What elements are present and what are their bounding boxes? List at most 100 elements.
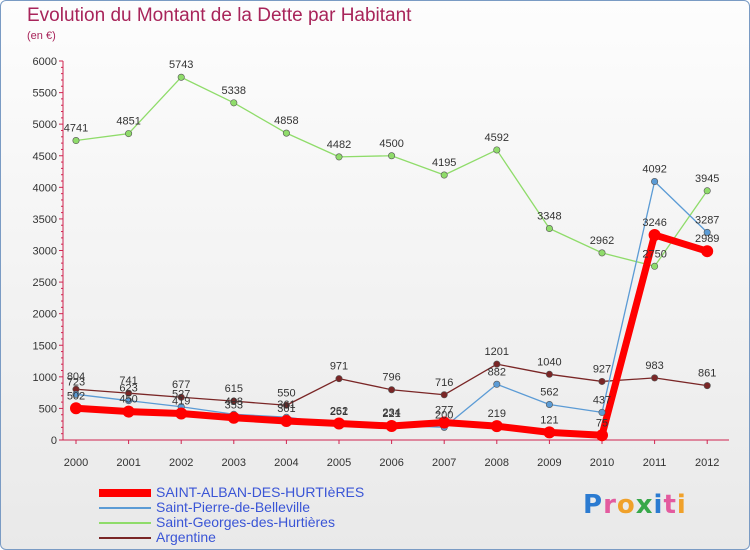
legend-swatch-saint-alban: [99, 489, 151, 497]
x-tick-label: 2008: [485, 457, 509, 469]
data-point-saint-alban: [701, 245, 714, 258]
data-label-saint-pierre: 361: [277, 399, 295, 411]
chart-title: Evolution du Montant de la Dette par Hab…: [27, 5, 412, 26]
data-point-saint-alban: [122, 405, 135, 418]
data-point-saint-georges: [493, 146, 501, 154]
data-point-saint-pierre: [125, 397, 133, 405]
data-label-saint-alban: 353: [225, 400, 243, 412]
data-label-saint-pierre: 527: [172, 389, 190, 401]
data-point-saint-georges: [72, 137, 80, 145]
data-label-saint-pierre: 437: [593, 394, 611, 406]
data-label-saint-pierre: 200: [435, 409, 453, 421]
data-label-saint-georges: 5338: [222, 85, 246, 97]
data-label-saint-pierre: 723: [67, 376, 85, 388]
x-tick-label: 2002: [169, 457, 193, 469]
data-label-saint-georges: 3348: [537, 211, 561, 223]
x-tick-label: 2007: [432, 457, 456, 469]
data-label-saint-pierre: 4092: [642, 164, 666, 176]
data-label-saint-alban: 450: [119, 394, 137, 406]
data-label-saint-alban: 502: [67, 390, 85, 402]
data-point-argentine: [651, 374, 659, 382]
legend-item-saint-alban: SAINT-ALBAN-DES-HURTIèRES: [99, 484, 399, 500]
y-tick-label: 0: [51, 435, 57, 447]
data-point-saint-georges: [125, 130, 133, 138]
x-tick-label: 2001: [116, 457, 140, 469]
legend-label-saint-alban: SAINT-ALBAN-DES-HURTIèRES: [156, 484, 365, 500]
data-label-argentine: 804: [67, 371, 85, 383]
data-point-saint-pierre: [493, 380, 501, 388]
data-point-argentine: [388, 386, 396, 394]
data-point-argentine: [177, 393, 185, 401]
data-point-saint-alban: [385, 420, 398, 433]
data-point-saint-alban: [648, 228, 661, 241]
data-label-argentine: 741: [119, 375, 137, 387]
data-label-saint-alban: 277: [435, 405, 453, 417]
legend-item-argentine: Argentine: [99, 529, 399, 545]
data-label-saint-pierre: 408: [225, 396, 243, 408]
data-point-saint-alban: [333, 417, 345, 430]
data-label-saint-georges: 3945: [695, 173, 719, 185]
data-point-saint-georges: [177, 73, 185, 81]
data-label-saint-pierre: 562: [540, 387, 558, 399]
data-label-saint-georges: 4592: [485, 132, 509, 144]
x-tick-label: 2010: [590, 457, 614, 469]
x-tick-label: 2011: [643, 457, 667, 469]
data-label-saint-georges: 4851: [116, 116, 140, 128]
data-label-argentine: 677: [172, 379, 190, 391]
y-tick-label: 500: [39, 403, 57, 415]
legend-label-argentine: Argentine: [156, 529, 216, 545]
x-tick-label: 2004: [274, 457, 298, 469]
data-point-saint-georges: [388, 152, 396, 160]
data-point-saint-alban: [438, 416, 451, 429]
y-tick-label: 4500: [33, 151, 57, 163]
data-point-saint-georges: [703, 187, 711, 195]
data-point-saint-georges: [230, 99, 238, 107]
y-tick-label: 5000: [33, 119, 57, 131]
y-tick-label: 1500: [33, 340, 57, 352]
y-tick-label: 6000: [33, 56, 57, 68]
data-label-saint-alban: 301: [277, 403, 295, 415]
data-label-saint-georges: 4482: [327, 139, 351, 151]
x-tick-label: 2012: [695, 457, 719, 469]
data-label-saint-alban: 419: [172, 396, 190, 408]
legend: SAINT-ALBAN-DES-HURTIèRES Saint-Pierre-d…: [99, 484, 399, 545]
data-point-argentine: [440, 391, 448, 399]
data-point-saint-alban: [596, 429, 608, 442]
data-label-saint-alban: 75: [596, 417, 608, 429]
legend-label-saint-georges: Saint-Georges-des-Hurtières: [156, 514, 335, 530]
data-point-saint-georges: [651, 262, 659, 270]
x-tick-label: 2009: [537, 457, 561, 469]
y-tick-label: 1000: [33, 372, 57, 384]
data-point-saint-georges: [282, 129, 290, 137]
data-label-saint-georges: 2962: [590, 235, 614, 247]
data-label-argentine: 927: [593, 363, 611, 375]
data-label-saint-georges: 2750: [642, 248, 666, 260]
data-label-argentine: 1201: [485, 346, 509, 358]
data-point-argentine: [703, 382, 711, 390]
data-point-argentine: [125, 389, 133, 397]
data-label-saint-georges: 4741: [64, 123, 88, 135]
legend-item-saint-georges: Saint-Georges-des-Hurtières: [99, 514, 399, 530]
data-point-saint-alban: [490, 420, 503, 433]
data-point-saint-pierre: [598, 408, 606, 416]
data-point-saint-pierre: [72, 390, 80, 398]
data-label-saint-alban: 121: [540, 414, 558, 426]
x-tick-label: 2000: [64, 457, 88, 469]
x-tick-label: 2006: [379, 457, 403, 469]
data-label-saint-georges: 4858: [274, 115, 298, 127]
data-label-argentine: 615: [225, 383, 243, 395]
data-point-argentine: [230, 397, 238, 405]
y-tick-label: 5500: [33, 88, 57, 100]
data-label-saint-alban: 262: [330, 405, 348, 417]
data-label-saint-alban: 219: [488, 408, 506, 420]
data-label-saint-pierre: 251: [330, 406, 348, 418]
data-label-saint-georges: 4195: [432, 157, 456, 169]
proxiti-logo: Proxiti: [583, 490, 687, 520]
data-point-argentine: [493, 360, 501, 368]
chart-subtitle: (en €): [27, 30, 56, 42]
data-point-saint-alban: [280, 414, 293, 427]
data-label-saint-pierre: 623: [119, 383, 137, 395]
data-point-saint-georges: [598, 249, 606, 257]
